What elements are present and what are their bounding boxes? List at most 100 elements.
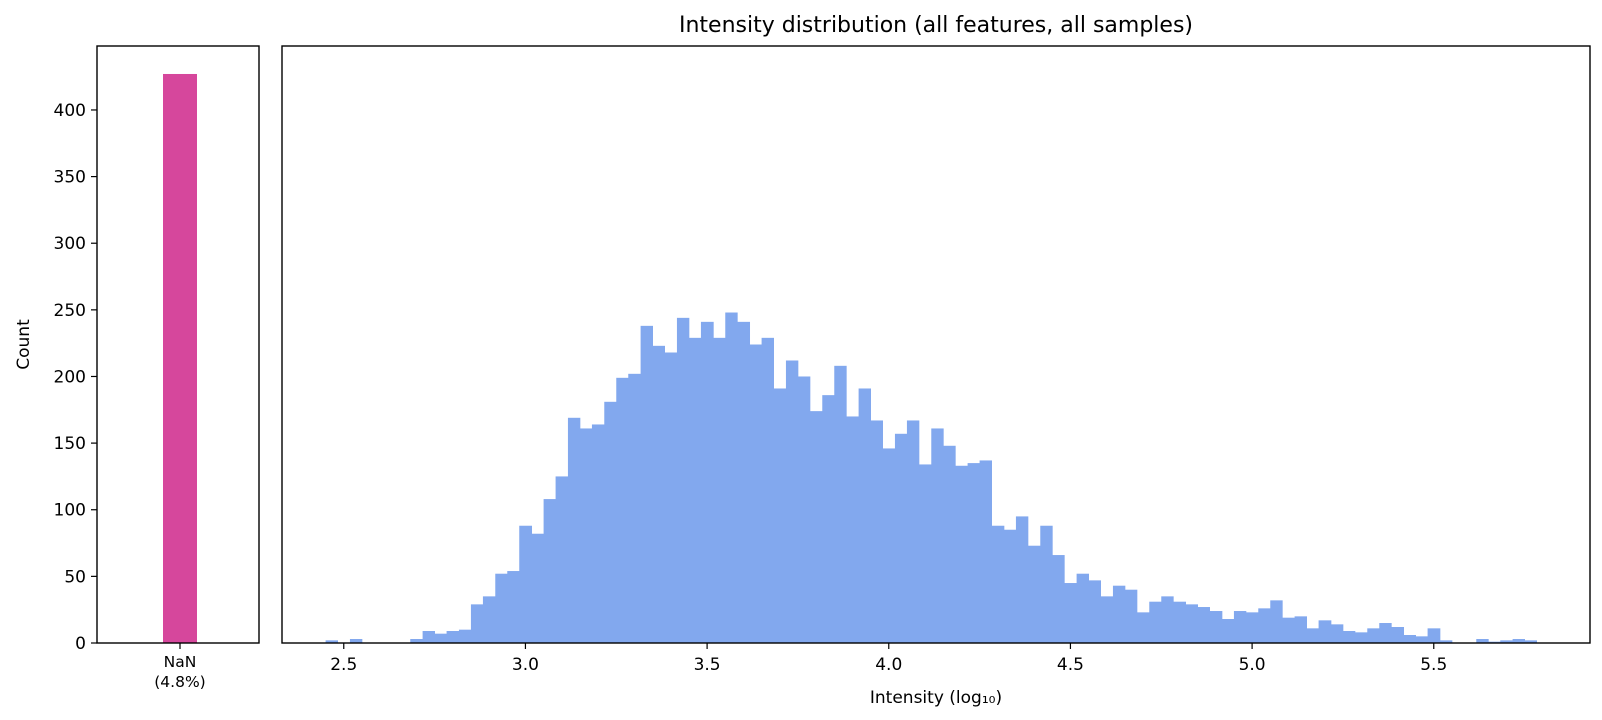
histogram-bar [761,337,774,643]
nan-axes-frame [96,45,260,644]
histogram-bar [834,365,847,643]
chart-title: Intensity distribution (all features, al… [679,13,1193,38]
histogram-bar [785,360,799,643]
histogram-bar [882,448,896,643]
histogram-bar [773,388,787,643]
histogram-bar [495,573,508,643]
histogram-bar [325,640,338,643]
histogram-bar [628,373,642,643]
histogram-bar [991,525,1005,643]
histogram-bar [676,317,690,643]
histogram-bar [1415,636,1428,643]
histogram-bar [1209,611,1223,643]
histogram-bar [1003,529,1017,643]
x-tick-label: 4.5 [1057,655,1084,675]
histogram-bar [894,433,908,643]
histogram-bar [1197,607,1210,643]
histogram-bar [1076,573,1089,643]
histogram-bar [737,321,751,643]
x-tick-label: 4.0 [875,655,902,675]
histogram-bar [1294,616,1307,643]
x-tick-label: 2.5 [330,655,357,675]
x-tick-label: 5.5 [1420,655,1447,675]
histogram-bar [967,463,980,643]
histogram-bar [458,629,472,643]
histogram-bar [1342,631,1356,643]
histogram-bar [446,631,460,643]
x-tick-label: 5.0 [1239,655,1266,675]
histogram-panel: 2.5 3.0 3.5 4.0 4.5 5.0 5.5 Intensity (log₁₀) In… [281,13,1591,708]
histogram-bar [604,401,617,643]
nan-category-sublabel: (4.8%) [154,673,205,691]
histogram-bar [1221,619,1235,643]
y-tick-label: 400 [54,101,86,121]
histogram-bar [1439,640,1453,643]
histogram-bar [1427,628,1441,643]
nan-category-label: NaN [164,653,197,671]
y-tick-label: 300 [54,234,86,254]
histogram-bar [918,464,932,643]
histogram-bar [1318,620,1332,643]
histogram-bar [713,337,726,643]
histogram-bar [555,476,569,643]
histogram-bar [1391,627,1405,643]
histogram-bar [652,345,665,643]
histogram-bar [1027,545,1041,643]
histogram-bar [858,388,871,643]
histogram-bar [1040,525,1053,643]
y-axis-label: Count [14,319,34,370]
histogram-axes-frame [281,45,1591,644]
histogram-bar [1270,600,1283,643]
histogram-bar [664,352,678,643]
histogram-bar [870,420,883,643]
histogram-bar [1330,624,1344,643]
histogram-bar [1403,635,1416,643]
histogram-bar [1149,601,1162,643]
y-tick-label: 350 [54,168,86,188]
histogram-bar [809,411,823,643]
histogram-bar [1136,612,1150,643]
histogram-bar [1100,596,1114,643]
histogram-bar [943,445,956,643]
histogram-bar [616,377,629,643]
histogram-bar [507,571,520,643]
histogram-bar [688,337,702,643]
histogram-bar [1161,596,1174,643]
histogram-bar [640,325,653,643]
histogram-bar [1476,639,1489,643]
histogram-bar [349,639,363,643]
histogram-bar [822,395,835,643]
histogram-bar [470,604,484,643]
histogram-bar [955,465,969,643]
histogram-bar [410,639,424,643]
histogram-bar [1524,640,1537,643]
histogram-bar [1233,611,1247,643]
nan-panel: 0 50 100 150 200 250 300 350 400 NaN (4.8%) Count [14,45,260,691]
y-tick-label: 150 [54,434,86,454]
histogram-bar [700,321,714,643]
histogram-bar [1282,617,1296,643]
y-tick-label: 50 [64,567,86,587]
histogram-bar [1367,628,1380,643]
histogram-bar [1500,640,1514,643]
histogram-bar [422,631,435,643]
histogram-bar [1088,580,1101,643]
x-axis-label: Intensity (log₁₀) [870,688,1002,708]
histogram-bar [1124,589,1138,643]
histogram-bar [1112,585,1126,643]
histogram-bar [1052,555,1065,643]
histogram-bar [591,424,605,643]
nan-bar [163,73,197,643]
y-tick-label: 0 [75,634,86,654]
histogram-bar [567,417,581,643]
histogram-bar [1306,628,1319,643]
x-tick-label: 3.0 [512,655,539,675]
histogram-bar [434,633,447,643]
histogram-bar [519,525,533,643]
histogram-bar [1185,604,1198,643]
histogram-bar [749,344,762,643]
y-tick-label: 200 [54,367,86,387]
histogram-bar [1354,632,1368,643]
histogram-bar [1173,601,1187,643]
histogram-bar [846,416,860,643]
